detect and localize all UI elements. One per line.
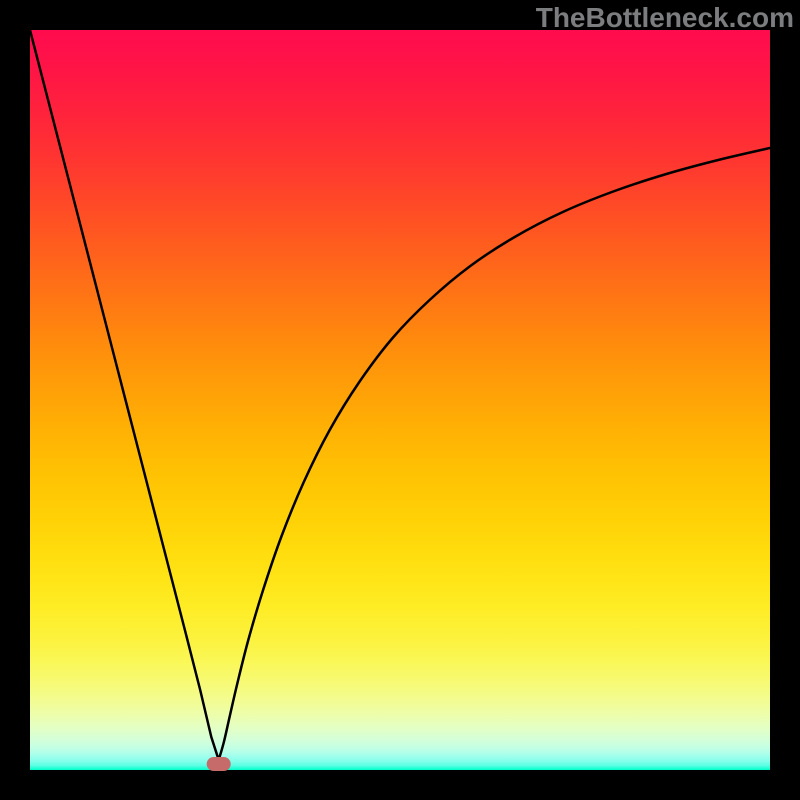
optimal-point-marker bbox=[207, 757, 231, 771]
chart-container: TheBottleneck.com bbox=[0, 0, 800, 800]
watermark-text: TheBottleneck.com bbox=[536, 2, 794, 34]
bottleneck-curve-chart bbox=[0, 0, 800, 800]
chart-background-gradient bbox=[30, 30, 770, 770]
